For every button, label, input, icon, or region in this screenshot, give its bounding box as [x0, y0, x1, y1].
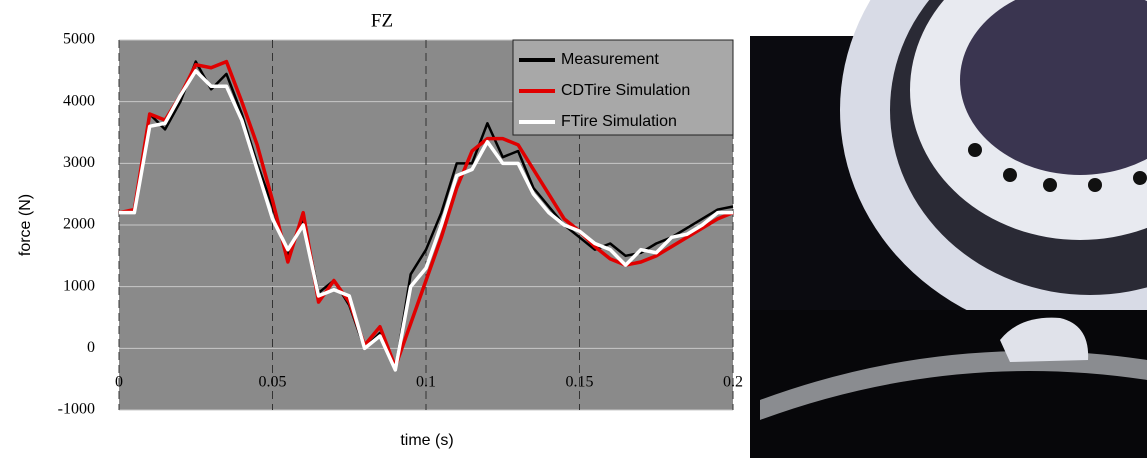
data-line	[119, 69, 733, 372]
rim-hole	[1133, 171, 1147, 185]
y-tick-label: 2000	[63, 216, 95, 233]
x-tick-label: 0.15	[566, 374, 594, 391]
y-tick-label: 1000	[63, 277, 95, 294]
rim-hole	[1088, 178, 1102, 192]
y-tick-label: -1000	[58, 401, 95, 418]
x-tick-label: 0	[115, 374, 123, 391]
legend-box	[512, 39, 734, 136]
drum	[760, 351, 1147, 420]
x-tick-label: 0.1	[416, 374, 436, 391]
chart-title: FZ	[371, 10, 393, 31]
data-line	[118, 60, 734, 372]
rim-hole	[1043, 178, 1057, 192]
data-line	[118, 59, 734, 369]
photo	[750, 0, 1147, 458]
x-tick-label: 0.05	[259, 374, 287, 391]
y-tick-label: 5000	[63, 31, 95, 48]
y-tick-label: 3000	[63, 154, 95, 171]
y-axis-label: force (N)	[17, 194, 34, 256]
x-tick-label: 0.2	[723, 374, 743, 391]
legend-label: CDTire Simulation	[561, 82, 690, 99]
rim-hole	[1003, 168, 1017, 182]
hub	[960, 0, 1147, 175]
y-tick-label: 4000	[63, 92, 95, 109]
legend: Measurement CDTire Simulation FTire Simula…	[512, 39, 734, 136]
cleat	[1000, 317, 1089, 362]
x-axis-label: time (s)	[400, 432, 453, 449]
y-tick-label: 0	[87, 339, 95, 356]
rim-hole	[968, 143, 982, 157]
legend-label: FTire Simulation	[561, 113, 677, 130]
legend-label: Measurement	[561, 51, 659, 68]
